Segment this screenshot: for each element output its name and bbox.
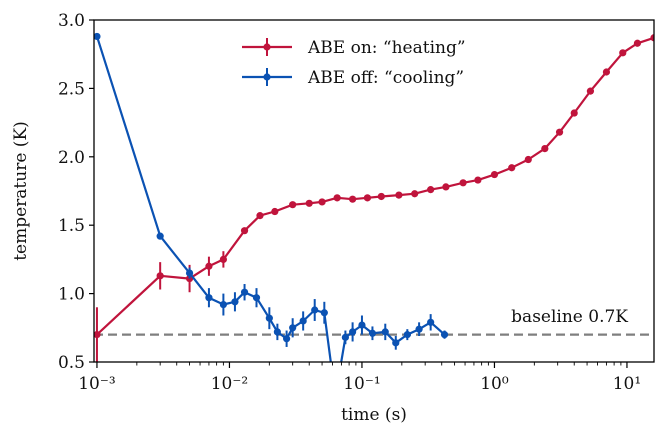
data-point [205,294,213,302]
data-point [459,179,467,187]
data-point [252,294,261,302]
data-point [335,372,342,379]
data-point [586,87,595,95]
data-point [156,272,164,280]
data-point [289,324,297,332]
data-point [329,372,336,379]
data-point [299,317,307,325]
data-point [219,255,227,263]
data-point [508,164,516,172]
data-point [305,199,313,207]
x-tick-label: 10⁰ [480,374,509,394]
series-cooling [94,32,449,379]
y-tick-label: 0.5 [58,353,85,373]
data-point [363,194,372,202]
data-point [231,298,239,306]
data-point [219,300,227,309]
data-point [555,128,564,136]
data-point [411,190,419,198]
ticks-group: 0.5 1.0 1.5 2.0 2.5 3.0 10⁻³ 10⁻² 10⁻¹ 10⁰ 10¹ [58,11,641,394]
data-point [440,331,449,339]
y-tick-label: 1.5 [58,216,85,236]
x-axis-label: time (s) [341,405,407,425]
data-point [349,195,357,203]
plot-frame [93,19,655,363]
x-tick-label: 10⁻² [211,374,248,394]
data-point [415,325,423,333]
data-point [94,32,101,41]
data-point [185,269,194,277]
data-point [619,49,627,57]
data-point [602,68,611,76]
y-tick-label: 2.0 [58,148,85,168]
data-point [349,328,357,336]
legend: ABE on: “heating” ABE off: “cooling” [242,38,466,88]
data-point [427,186,435,194]
data-point [395,191,403,199]
legend-label: ABE on: “heating” [307,38,466,58]
legend-label: ABE off: “cooling” [307,68,464,88]
data-point [94,331,101,339]
data-point [541,144,549,153]
data-point [427,318,435,326]
data-point [474,176,482,184]
data-point [205,262,213,270]
data-point [490,170,499,179]
y-axis-label: temperature (K) [11,121,31,261]
x-tick-label: 10⁻¹ [343,374,380,394]
data-point [341,333,349,341]
data-point [368,329,377,337]
data-point [358,321,366,329]
baseline-label: baseline 0.7K [511,307,628,327]
data-point [524,155,532,164]
data-point [318,198,326,206]
data-point [650,34,654,42]
data-point [311,306,319,314]
series-group [94,32,654,379]
x-tick-label: 10¹ [613,374,641,394]
data-point [633,39,642,47]
data-point [403,331,411,339]
data-point [289,201,297,209]
data-point [273,328,281,336]
data-point [271,207,279,216]
data-point [392,339,400,347]
y-tick-label: 1.0 [58,285,85,305]
y-tick-label: 2.5 [58,79,85,99]
y-tick-label: 3.0 [58,11,85,31]
data-point [320,309,328,317]
data-point [240,288,249,296]
data-point [377,192,385,201]
data-point [256,212,264,220]
x-tick-label: 10⁻³ [78,374,115,394]
legend-swatch-marker [263,73,271,81]
series-heating [94,34,654,362]
data-point [240,227,249,235]
data-point [283,335,291,343]
data-point [156,232,164,240]
data-point [570,109,578,117]
legend-swatch-marker [263,43,271,51]
data-point [381,328,389,336]
data-point [333,194,341,202]
data-point [265,314,273,322]
data-point [442,183,450,191]
